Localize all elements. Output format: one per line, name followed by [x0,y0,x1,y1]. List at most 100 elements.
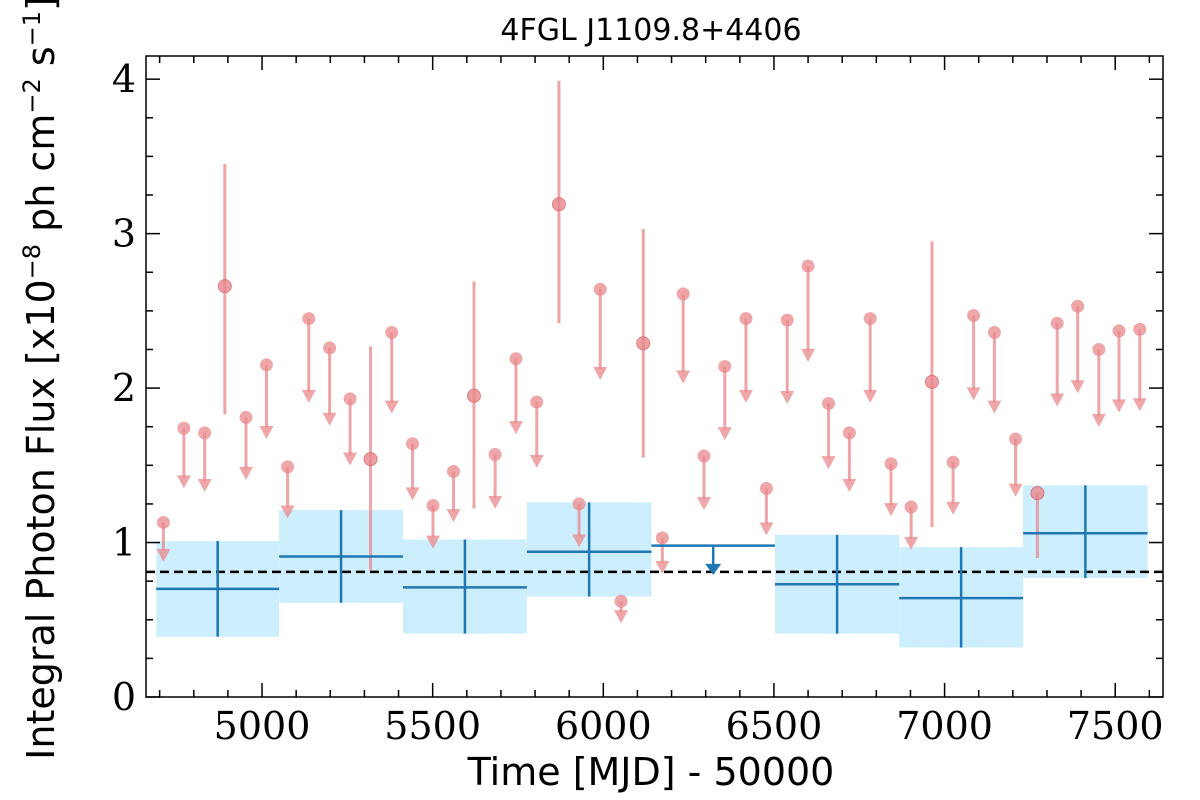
short-bin-upper-limit-marker [177,421,191,435]
short-bin-upper-limit-marker [946,455,960,469]
short-bin-upper-limit-arrowhead [821,456,836,470]
short-bin-upper-limit-marker [323,341,337,355]
x-tick-label: 6500 [726,704,823,748]
short-bin-upper-limit-marker [198,426,212,440]
short-bin-upper-limit-marker [1092,342,1106,356]
short-bin-upper-limit-arrowhead [676,370,691,384]
short-bin-upper-limit-arrowhead [176,475,191,489]
short-bin-upper-limit-marker [1133,322,1147,336]
short-bin-upper-limit-arrowhead [156,548,171,562]
short-bin-upper-limit-marker [863,312,877,326]
short-bin-upper-limit-marker [509,352,523,366]
y-tick-label: 4 [112,57,136,101]
short-bin-upper-limit-marker [739,312,753,326]
short-bin-upper-limit-arrowhead [426,535,441,549]
x-tick-label: 6000 [555,704,652,748]
y-tick-label: 1 [112,521,136,565]
short-bin-detection-point [217,279,232,294]
long-bin-points [156,485,1148,648]
x-tick-label: 7000 [896,704,993,748]
short-bin-upper-limit-arrowhead [322,412,337,426]
short-bin-upper-limit-marker [259,358,273,372]
short-bin-detection-point [924,374,939,389]
plot-frame [145,55,1164,698]
short-bin-upper-limit-arrowhead [1111,399,1126,413]
short-bin-upper-limit-arrowhead [384,400,399,414]
short-bin-upper-limit-arrowhead [904,536,919,550]
short-bin-upper-limit-arrowhead [801,348,816,362]
x-tick-label: 5000 [214,704,311,748]
short-bin-upper-limit-marker [426,498,440,512]
short-bin-upper-limit-arrowhead [655,560,670,574]
short-bin-upper-limit-marker [759,481,773,495]
short-bin-upper-limit-arrowhead [717,427,732,441]
short-bin-upper-limit-marker [406,437,420,451]
short-bin-upper-limit-marker [281,460,295,474]
chart-title: 4FGL J1109.8+4406 [500,13,801,48]
short-bin-upper-limit-marker [987,325,1001,339]
x-axis-ticks: 5000 5500 6000 6500 7000 7500 [158,56,1164,748]
short-bin-upper-limit-marker [343,392,357,406]
short-bin-upper-limit-marker [1009,432,1023,446]
short-bin-upper-limit-marker [676,287,690,301]
short-bin-detection-point [636,336,651,351]
short-bin-upper-limit-arrowhead [446,509,461,523]
short-bin-upper-limit-arrowhead [1132,398,1147,412]
short-bin-detection-point [551,197,566,212]
y-axis-label-exponent: −1 [18,11,46,46]
short-bin-upper-limit-arrowhead [1091,413,1106,427]
short-bin-upper-limit-arrowhead [572,534,587,548]
y-axis-label-text: ] [19,0,63,11]
short-bin-upper-limit-marker [697,449,711,463]
x-tick-label: 7500 [1067,704,1164,748]
short-bin-upper-limit-arrowhead [238,466,253,480]
short-bin-upper-limit-marker [842,426,856,440]
y-tick-label: 2 [112,366,136,410]
short-bin-upper-limit-arrowhead [696,497,711,511]
short-bin-upper-limit-marker [572,497,586,511]
short-bin-upper-limit-arrowhead [280,505,295,519]
short-bin-detection-point [466,388,481,403]
short-bin-upper-limit-marker [967,308,981,322]
y-axis-label-text: Integral Photon Flux [x10 [19,279,63,760]
short-bin-upper-limit-arrowhead [614,610,629,624]
short-bin-detection-point [363,452,378,467]
short-bin-upper-limit-marker [1112,324,1126,338]
short-bin-upper-limit-arrowhead [738,389,753,403]
y-tick-label: 3 [112,212,136,256]
short-bin-upper-limit-arrowhead [259,425,274,439]
short-bin-upper-limit-arrowhead [946,501,961,515]
short-bin-upper-limit-arrowhead [780,391,795,405]
short-bin-upper-limit-arrowhead [508,421,523,435]
short-bin-upper-limit-marker [156,515,170,529]
short-bin-upper-limit-marker [884,457,898,471]
y-tick-label: 0 [112,675,136,719]
y-axis-label-text: ph cm [19,114,63,244]
x-tick-label: 5500 [384,704,481,748]
short-bin-upper-limit-marker [1071,299,1085,313]
short-bin-upper-limit-arrowhead [759,522,774,536]
short-bin-upper-limit-marker [614,594,628,608]
y-axis-ticks: 0 1 2 3 4 [112,57,1163,719]
y-axis-label-text: s [19,46,63,78]
y-axis-label-exponent: −2 [18,78,46,113]
short-bin-upper-limit-marker [822,397,836,411]
short-bin-upper-limit-marker [488,448,502,462]
long-bin-error-bands [156,485,1148,648]
short-bin-upper-limit-marker [302,312,316,326]
short-bin-upper-limit-arrowhead [1008,483,1023,497]
short-bin-upper-limit-marker [655,531,669,545]
short-bin-upper-limit-arrowhead [842,478,857,492]
short-bin-upper-limit-marker [904,500,918,514]
short-bin-upper-limit-marker [385,325,399,339]
short-bin-upper-limit-marker [239,410,253,424]
long-bin-upper-limit-arrowhead [705,563,722,575]
short-bin-upper-limit-marker [780,313,794,327]
short-bin-detection-point [1030,486,1045,501]
short-bin-upper-limit-arrowhead [301,389,316,403]
short-bin-upper-limit-arrowhead [884,503,899,517]
short-bin-upper-limit-arrowhead [197,478,212,492]
short-bin-upper-limit-arrowhead [593,366,608,380]
short-bin-upper-limit-arrowhead [1070,380,1085,394]
short-bin-points [156,80,1147,624]
